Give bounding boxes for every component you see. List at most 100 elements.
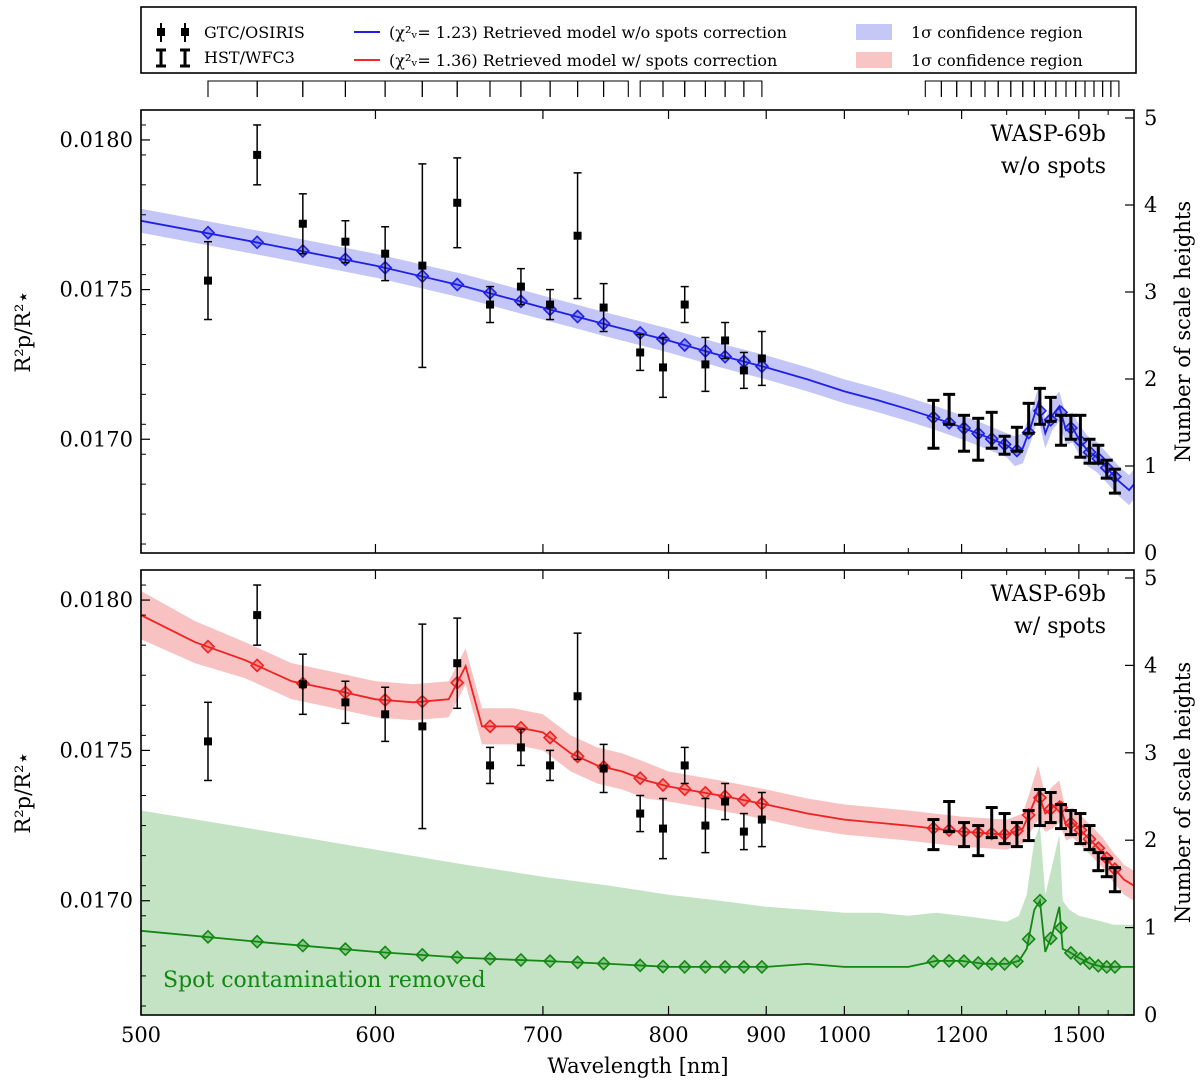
right-y-tick-label: 0: [1144, 541, 1157, 565]
spectral-bin: [207, 80, 258, 97]
right-y-tick-label: 1: [1144, 454, 1157, 478]
right-y-tick-label: 2: [1144, 828, 1157, 852]
right-y-tick-label: 3: [1144, 280, 1157, 304]
binned-model-diamond: [200, 929, 216, 944]
spectral-bin: [956, 80, 972, 97]
spectral-bin: [1055, 80, 1067, 97]
axes-frame: [140, 109, 1135, 554]
legend-label-gtc: GTC/OSIRIS: [204, 23, 305, 42]
binned-model-diamond: [338, 942, 353, 957]
binned-model-diamond: [1107, 959, 1123, 975]
binned-model-diamond: [513, 952, 529, 968]
gtc-data-point: [418, 722, 427, 731]
spectral-bin: [1102, 80, 1112, 97]
y-tick-label: 0.0175: [60, 738, 133, 762]
binned-model-diamond: [450, 950, 465, 965]
x-tick-label: 700: [523, 1023, 563, 1047]
gtc-data-point: [516, 282, 525, 291]
spectral-bin: [603, 80, 629, 97]
gtc-data-point: [453, 198, 462, 207]
binned-model-diamond: [415, 947, 430, 962]
gtc-data-point: [341, 698, 350, 707]
spectral-bin: [997, 80, 1012, 97]
spectral-bin: [662, 80, 686, 97]
binned-model-diamond: [717, 959, 733, 975]
binned-model-diamond: [1082, 956, 1097, 971]
right-y-tick-label: 4: [1144, 653, 1157, 677]
spectral-bin: [384, 80, 423, 97]
binned-model-diamond: [1021, 931, 1036, 947]
right-y-tick-label: 5: [1144, 566, 1157, 590]
gtc-data-point: [680, 761, 689, 770]
legend-frame: [140, 6, 1137, 74]
gtc-data-point: [636, 809, 645, 818]
spot-contamination-annotation: Spot contamination removed: [163, 968, 486, 993]
panel-label-case: w/o spots: [1001, 154, 1106, 179]
x-tick-label: 1200: [935, 1023, 988, 1047]
right-y-tick-label: 5: [1144, 106, 1157, 130]
legend-label-hst: HST/WFC3: [204, 48, 295, 67]
gtc-data-point: [453, 659, 462, 668]
y-tick-label: 0.0170: [60, 427, 133, 451]
binned-model-diamond: [1053, 920, 1069, 935]
gtc-data-point: [203, 737, 212, 746]
gtc-data-point: [739, 827, 748, 836]
binned-model-diamond: [677, 337, 692, 353]
spectral-bin: [549, 80, 579, 97]
right-y-tick-label: 0: [1144, 1003, 1157, 1027]
gtc-data-point: [757, 354, 766, 363]
gtc-data-point: [486, 300, 495, 309]
spectral-bin: [520, 80, 551, 97]
gtc-data-point: [253, 611, 262, 620]
gtc-data-point: [203, 276, 212, 285]
spectral-bin: [970, 80, 986, 97]
binned-model-diamond: [984, 956, 999, 972]
spectral-bin: [984, 80, 999, 97]
gtc-data-point: [381, 249, 390, 258]
binned-model-diamond: [378, 945, 393, 960]
panel-without-spots: 0.0180 0.0175 0.0170 0 1 2 3 4 5 R²p/R²⋆ Number of…: [11, 106, 1195, 565]
legend-marker-gtc: [157, 23, 189, 42]
panel-with-spots: 500 600 700 800 900 1000 1200 1500 0.0180 0.0175 0…: [11, 566, 1195, 1047]
y-tick-label: 0.0170: [60, 889, 133, 913]
binned-model-diamond: [200, 225, 216, 240]
binned-model-diamond: [596, 956, 611, 971]
binned-model-diamond: [677, 782, 692, 797]
legend-marker-hst: [156, 48, 190, 68]
plot-area: [141, 124, 1134, 506]
binned-model-diamond: [570, 309, 585, 324]
x-tick-label: 900: [746, 1023, 786, 1047]
spectral-bin: [1065, 80, 1077, 97]
gtc-data-point: [721, 797, 730, 806]
right-y-tick-label: 3: [1144, 741, 1157, 765]
binned-model-diamond: [250, 658, 265, 673]
legend-label-band-red: 1σ confidence region: [911, 51, 1083, 70]
binned-model-diamond: [542, 730, 558, 745]
x-axis-label: Wavelength [nm]: [547, 1054, 728, 1078]
binned-model-diamond: [542, 954, 558, 969]
gtc-data-point: [659, 824, 668, 833]
spectral-bin: [704, 80, 726, 97]
gtc-data-point: [486, 761, 495, 770]
spectral-bin: [639, 80, 664, 97]
gtc-data-point: [636, 348, 645, 357]
spectral-bin: [1010, 80, 1024, 97]
binned-model-diamond: [633, 771, 648, 786]
binned-model-diamond: [1009, 954, 1025, 969]
spectral-bin: [456, 80, 491, 97]
y-axis-label: R²p/R²⋆: [11, 751, 35, 833]
legend-label-band-blue: 1σ confidence region: [911, 23, 1083, 42]
wavelength-bins: [207, 80, 1120, 97]
spectral-bin: [924, 80, 942, 97]
right-y-tick-label: 2: [1144, 367, 1157, 391]
spectral-bin: [743, 80, 763, 97]
gtc-data-point: [381, 710, 390, 719]
binned-model-diamond: [971, 955, 986, 971]
binned-model-diamond: [677, 959, 692, 975]
panel-label-planet: WASP-69b: [990, 582, 1106, 607]
x-tick-label: 600: [355, 1023, 395, 1047]
binned-model-diamond: [655, 959, 671, 974]
binned-model-diamond: [997, 956, 1012, 972]
gtc-data-point: [701, 821, 710, 830]
gtc-data-point: [599, 303, 608, 312]
